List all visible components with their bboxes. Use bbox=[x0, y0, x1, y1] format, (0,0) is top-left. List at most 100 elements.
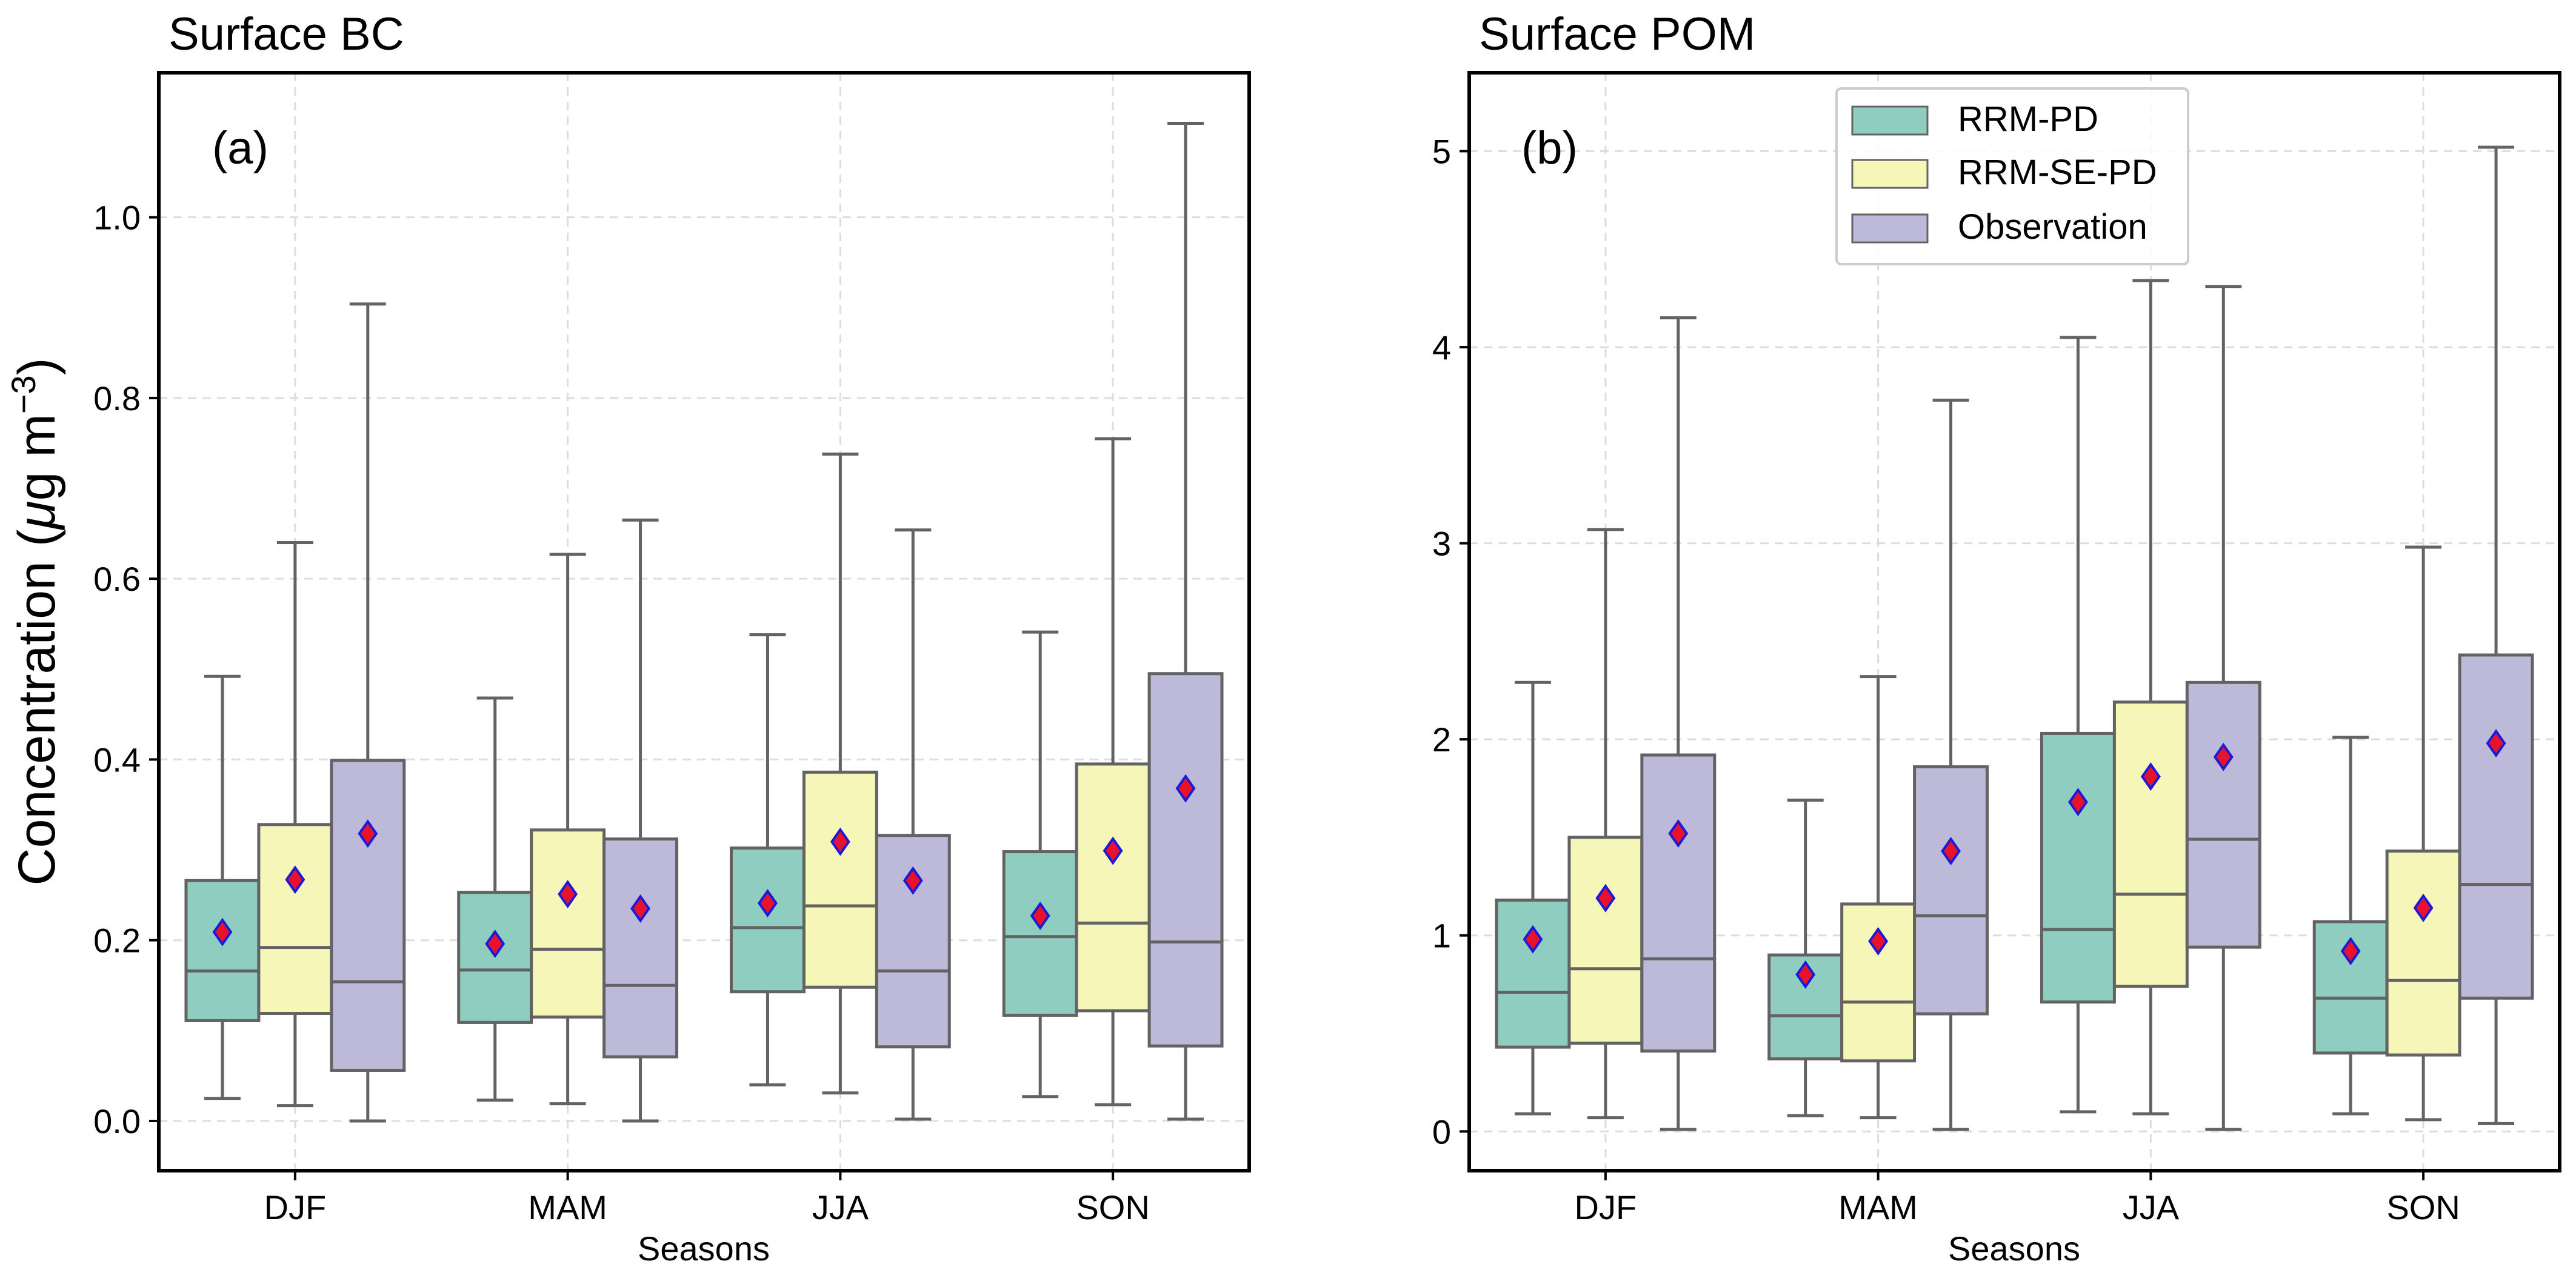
panel-b-djf-observation-box bbox=[1640, 316, 1717, 1131]
panel-a-mam-rrm-se-pd-box bbox=[530, 553, 606, 1106]
panel-b-ytick-label: 0 bbox=[1432, 1112, 1451, 1151]
panel-b-djf-rrm-se-pd-iqr bbox=[1567, 836, 1644, 1045]
panel-a-xtick-label-mam: MAM bbox=[528, 1188, 607, 1226]
panel-b-djf-rrm-se-pd-mean-marker bbox=[1595, 883, 1616, 913]
legend: RRM-PD RRM-SE-PD Observation bbox=[1835, 87, 2189, 265]
panel-a-jja-observation-box bbox=[875, 528, 951, 1121]
panel-b-mam-rrm-se-pd-mean-marker bbox=[1868, 926, 1889, 956]
panel-a-djf-rrm-se-pd-box bbox=[257, 541, 333, 1108]
panel-b: 0 1 2 3 4 5 DJF MAM JJA SON Surface POM (b) Seaso… bbox=[1432, 8, 2561, 1268]
panel-b-xtick-label-son: SON bbox=[2386, 1188, 2460, 1226]
panel-a-son-rrm-pd-mean-marker bbox=[1030, 901, 1050, 930]
panel-b-xlabel: Seasons bbox=[1948, 1229, 2080, 1268]
panel-b-jja-rrm-se-pd-mean-marker bbox=[2140, 762, 2161, 791]
panel-a-frame bbox=[157, 71, 1251, 1172]
panel-a-son-rrm-se-pd-box bbox=[1075, 437, 1151, 1106]
panel-b-jja-rrm-se-pd-box bbox=[2112, 279, 2189, 1116]
panel-a-jja-rrm-pd-iqr bbox=[729, 846, 806, 994]
panel-a-son-observation-iqr bbox=[1147, 672, 1224, 1048]
legend-label-observation: Observation bbox=[1958, 207, 2147, 247]
panel-b-mam-observation-mean-marker bbox=[1941, 837, 1961, 866]
panel-b-ytick-label: 4 bbox=[1432, 328, 1451, 367]
panel-b-xtick-label-mam: MAM bbox=[1838, 1188, 1918, 1226]
legend-label-rrm-se-pd: RRM-SE-PD bbox=[1958, 153, 2157, 192]
panel-b-son-observation-mean-marker bbox=[2486, 729, 2506, 758]
panel-b-ytick-label: 5 bbox=[1432, 132, 1451, 170]
panel-b-ytick-label: 3 bbox=[1432, 525, 1451, 563]
panel-a-mam-observation-box bbox=[602, 518, 679, 1123]
panel-b-djf-observation-iqr bbox=[1640, 753, 1717, 1053]
panel-a-ytick-label: 0.8 bbox=[93, 379, 141, 417]
panel-b-djf-rrm-pd-iqr bbox=[1495, 898, 1571, 1049]
panel-b-jja-observation-mean-marker bbox=[2213, 742, 2234, 771]
panel-b-mam-rrm-se-pd-box bbox=[1840, 675, 1917, 1120]
panel-a-djf-observation-box bbox=[330, 302, 406, 1123]
panel-b-jja-rrm-se-pd-iqr bbox=[2112, 700, 2189, 988]
panel-b-djf-observation-mean-marker bbox=[1668, 819, 1689, 848]
panel-a-jja-rrm-se-pd-box bbox=[802, 452, 878, 1095]
panel-a-xlabel: Seasons bbox=[638, 1229, 770, 1268]
panel-b-ytick-label: 1 bbox=[1432, 917, 1451, 955]
panel-a-xtick-label-jja: JJA bbox=[812, 1188, 869, 1226]
panel-a: 0.0 0.2 0.4 0.6 0.8 1.0 DJF MAM JJA SON Surface B… bbox=[4, 8, 1251, 1268]
panel-a-son-rrm-pd-box bbox=[1002, 630, 1078, 1099]
panel-b-jja-rrm-pd-mean-marker bbox=[2068, 788, 2088, 817]
legend-swatch-observation bbox=[1851, 213, 1929, 244]
panel-b-jja-rrm-pd-iqr bbox=[2040, 731, 2116, 1004]
panel-b-son-rrm-se-pd-iqr bbox=[2385, 850, 2461, 1057]
panel-a-boxes bbox=[184, 122, 1224, 1123]
panel-b-djf-rrm-pd-mean-marker bbox=[1523, 925, 1543, 954]
panel-a-djf-rrm-pd-mean-marker bbox=[212, 917, 233, 946]
panel-b-xtick-label-djf: DJF bbox=[1575, 1188, 1637, 1226]
panel-b-jja-observation-iqr bbox=[2185, 680, 2261, 949]
panel-b-son-observation-iqr bbox=[2458, 653, 2534, 1000]
panel-a-jja-observation-mean-marker bbox=[903, 866, 923, 895]
panel-a-djf-observation-mean-marker bbox=[358, 819, 378, 848]
panel-a-ytick-label: 1.0 bbox=[93, 199, 141, 237]
y-axis-label: Concentration (μg m−3) bbox=[4, 358, 66, 886]
legend-swatch-rrm-pd bbox=[1851, 105, 1929, 136]
panel-a-jja-rrm-se-pd-mean-marker bbox=[830, 827, 850, 856]
panel-b-mam-observation-box bbox=[1913, 398, 1989, 1131]
panel-a-title: Surface BC bbox=[169, 8, 404, 60]
panel-b-xtick-label-jja: JJA bbox=[2123, 1188, 2180, 1226]
panel-b-jja-observation-box bbox=[2185, 285, 2261, 1131]
panel-a-son-rrm-pd-iqr bbox=[1002, 850, 1078, 1017]
panel-a-djf-observation-iqr bbox=[330, 759, 406, 1072]
panel-a-ytick-label: 0.4 bbox=[93, 740, 141, 779]
panel-a-son-observation-mean-marker bbox=[1175, 774, 1196, 803]
panel-a-djf-rrm-pd-box bbox=[184, 674, 261, 1100]
panel-a-mam-observation-iqr bbox=[602, 837, 679, 1059]
panel-a-mam-rrm-pd-box bbox=[457, 696, 533, 1102]
panel-a-son-rrm-se-pd-mean-marker bbox=[1103, 836, 1123, 865]
panel-b-son-rrm-se-pd-mean-marker bbox=[2413, 893, 2434, 922]
panel-a-ytick-label: 0.2 bbox=[93, 922, 141, 960]
panel-a-axes: 0.0 0.2 0.4 0.6 0.8 1.0 DJF MAM JJA SON bbox=[93, 199, 1150, 1226]
panel-a-son-rrm-se-pd-iqr bbox=[1075, 762, 1151, 1013]
panel-a-son-observation-box bbox=[1147, 122, 1224, 1121]
panel-b-frame bbox=[1467, 71, 2561, 1172]
legend-label-rrm-pd: RRM-PD bbox=[1958, 99, 2098, 139]
panel-b-label: (b) bbox=[1521, 122, 1578, 174]
panel-a-djf-rrm-pd-iqr bbox=[184, 879, 261, 1022]
panel-a-xtick-label-djf: DJF bbox=[264, 1188, 327, 1226]
panel-b-djf-rrm-pd-box bbox=[1495, 680, 1571, 1116]
panel-a-jja-rrm-se-pd-iqr bbox=[802, 770, 878, 989]
panel-b-son-rrm-pd-box bbox=[2312, 736, 2389, 1116]
panel-a-jja-rrm-pd-mean-marker bbox=[758, 889, 778, 918]
panel-b-djf-rrm-se-pd-box bbox=[1567, 528, 1644, 1120]
panel-a-label: (a) bbox=[212, 122, 269, 174]
panel-b-mam-rrm-pd-box bbox=[1767, 798, 1844, 1117]
panel-b-boxes bbox=[1495, 145, 2534, 1131]
panel-a-ytick-label: 0.0 bbox=[93, 1102, 141, 1140]
panel-a-mam-observation-mean-marker bbox=[630, 894, 650, 923]
panel-b-son-rrm-pd-mean-marker bbox=[2340, 937, 2361, 966]
panel-a-djf-rrm-se-pd-mean-marker bbox=[285, 865, 305, 894]
legend-swatch-rrm-se-pd bbox=[1851, 159, 1929, 189]
panel-a-mam-rrm-se-pd-iqr bbox=[530, 828, 606, 1019]
panel-b-son-rrm-se-pd-box bbox=[2385, 545, 2461, 1122]
panel-b-title: Surface POM bbox=[1479, 8, 1755, 60]
panel-a-mam-rrm-se-pd-mean-marker bbox=[558, 880, 578, 909]
